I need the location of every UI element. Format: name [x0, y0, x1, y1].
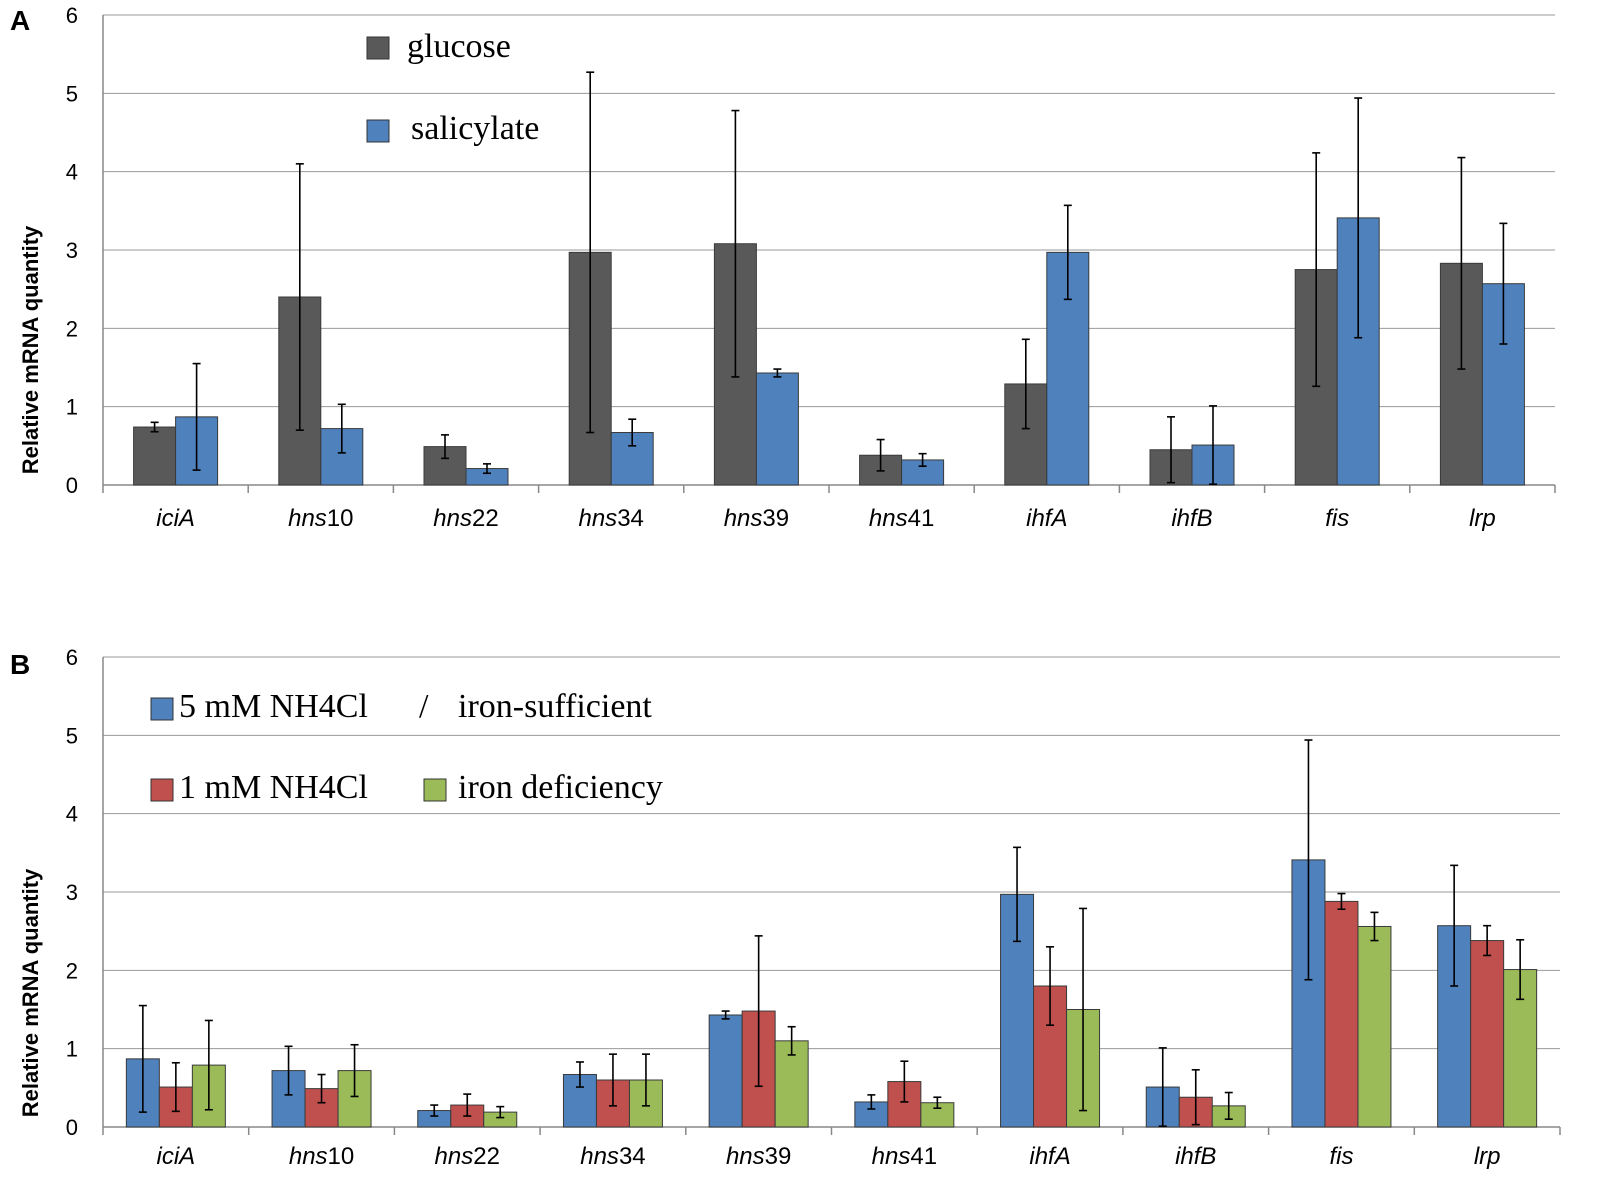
x-category-name: fis	[1325, 505, 1349, 532]
panel-b-legend: 5 mM NH4Cl / iron-sufficient 1 mM NH4Cl …	[150, 688, 663, 806]
x-category-label: lrp	[1474, 1143, 1501, 1170]
panel-a-legend: glucose salicylate	[366, 28, 539, 147]
y-tick-label: 4	[66, 802, 78, 827]
panel-a-y-axis-label: Relative mRNA quantity	[18, 225, 43, 474]
x-category-label: fis	[1325, 505, 1349, 532]
bar-hns39-2	[755, 372, 799, 486]
x-category-label: hns39	[726, 1143, 791, 1170]
y-tick-label: 1	[66, 1037, 78, 1062]
bar-fis-2	[1324, 900, 1359, 1128]
x-category-name: hns	[435, 1143, 474, 1170]
x-category-name: hns	[578, 505, 617, 532]
x-category-label: lrp	[1469, 505, 1496, 532]
x-category-label: ihfB	[1171, 505, 1212, 532]
x-category-label: hns22	[435, 1143, 500, 1170]
x-category-number: 22	[472, 505, 499, 532]
legend-slash: /	[419, 688, 429, 725]
legend-iron-deficiency-swatch	[423, 778, 447, 802]
panel-b-y-axis-label: Relative mRNA quantity	[18, 868, 43, 1117]
x-category-number: 39	[762, 505, 789, 532]
x-category-number: 34	[619, 1143, 646, 1170]
x-category-name: hns	[869, 505, 908, 532]
x-category-name: lrp	[1474, 1143, 1501, 1170]
x-category-label: iciA	[157, 1143, 196, 1170]
legend-iron-sufficient-label: iron-sufficient	[458, 688, 652, 725]
x-category-name: hns	[433, 505, 472, 532]
y-tick-label: 6	[66, 645, 78, 670]
bar-hns39-1	[708, 1014, 743, 1128]
x-category-label: ihfB	[1175, 1143, 1216, 1170]
y-tick-label: 3	[66, 880, 78, 905]
bar-iciA-1	[133, 426, 177, 486]
x-category-number: 10	[327, 505, 354, 532]
x-category-label: hns34	[580, 1143, 645, 1170]
legend-iron-deficiency-label: iron deficiency	[458, 769, 663, 806]
y-tick-label: 3	[66, 238, 78, 263]
x-category-label: ihfA	[1029, 1143, 1070, 1170]
x-category-label: hns34	[578, 505, 643, 532]
x-category-label: hns10	[288, 505, 353, 532]
y-tick-label: 1	[66, 395, 78, 420]
y-tick-label: 5	[66, 81, 78, 106]
y-tick-label: 4	[66, 160, 78, 185]
x-category-name: hns	[289, 1143, 328, 1170]
legend-salicylate-label: salicylate	[411, 110, 539, 147]
x-category-label: fis	[1329, 1143, 1353, 1170]
x-category-label: hns39	[724, 505, 789, 532]
legend-glucose-label: glucose	[407, 28, 511, 65]
x-category-name: ihfB	[1171, 505, 1212, 532]
x-category-label: hns10	[289, 1143, 354, 1170]
legend-1mm-swatch	[150, 778, 174, 802]
x-category-label: hns41	[872, 1143, 937, 1170]
legend-5mm-label: 5 mM NH4Cl	[179, 688, 368, 725]
y-tick-label: 5	[66, 723, 78, 748]
x-category-name: iciA	[156, 505, 195, 532]
bar-fis-3	[1357, 925, 1392, 1128]
x-category-label: hns22	[433, 505, 498, 532]
bar-fis-1	[1291, 859, 1326, 1128]
x-category-name: ihfA	[1026, 505, 1067, 532]
x-category-number: 10	[328, 1143, 355, 1170]
x-category-name: hns	[726, 1143, 765, 1170]
x-category-name: iciA	[157, 1143, 196, 1170]
x-category-name: lrp	[1469, 505, 1496, 532]
x-category-label: ihfA	[1026, 505, 1067, 532]
y-tick-label: 2	[66, 958, 78, 983]
x-category-label: iciA	[156, 505, 195, 532]
x-category-number: 34	[617, 505, 644, 532]
x-category-name: hns	[724, 505, 763, 532]
legend-5mm-swatch	[150, 697, 174, 721]
y-tick-label: 2	[66, 316, 78, 341]
x-category-name: ihfB	[1175, 1143, 1216, 1170]
x-category-label: hns41	[869, 505, 934, 532]
legend-1mm-label: 1 mM NH4Cl	[179, 769, 368, 806]
y-tick-label: 6	[66, 3, 78, 28]
x-category-number: 22	[473, 1143, 500, 1170]
x-category-name: hns	[288, 505, 327, 532]
x-category-name: fis	[1329, 1143, 1353, 1170]
x-category-name: ihfA	[1029, 1143, 1070, 1170]
legend-salicylate-swatch	[366, 119, 390, 143]
y-tick-label: 0	[66, 1115, 78, 1140]
x-category-number: 39	[765, 1143, 792, 1170]
x-category-number: 41	[908, 505, 935, 532]
x-category-name: hns	[580, 1143, 619, 1170]
legend-glucose-swatch	[366, 36, 390, 60]
panel-b-label: B	[10, 649, 30, 680]
panel-a-label: A	[10, 5, 30, 36]
y-tick-label: 0	[66, 473, 78, 498]
x-category-name: hns	[872, 1143, 911, 1170]
bar-lrp-2	[1470, 940, 1505, 1128]
x-category-number: 41	[910, 1143, 937, 1170]
